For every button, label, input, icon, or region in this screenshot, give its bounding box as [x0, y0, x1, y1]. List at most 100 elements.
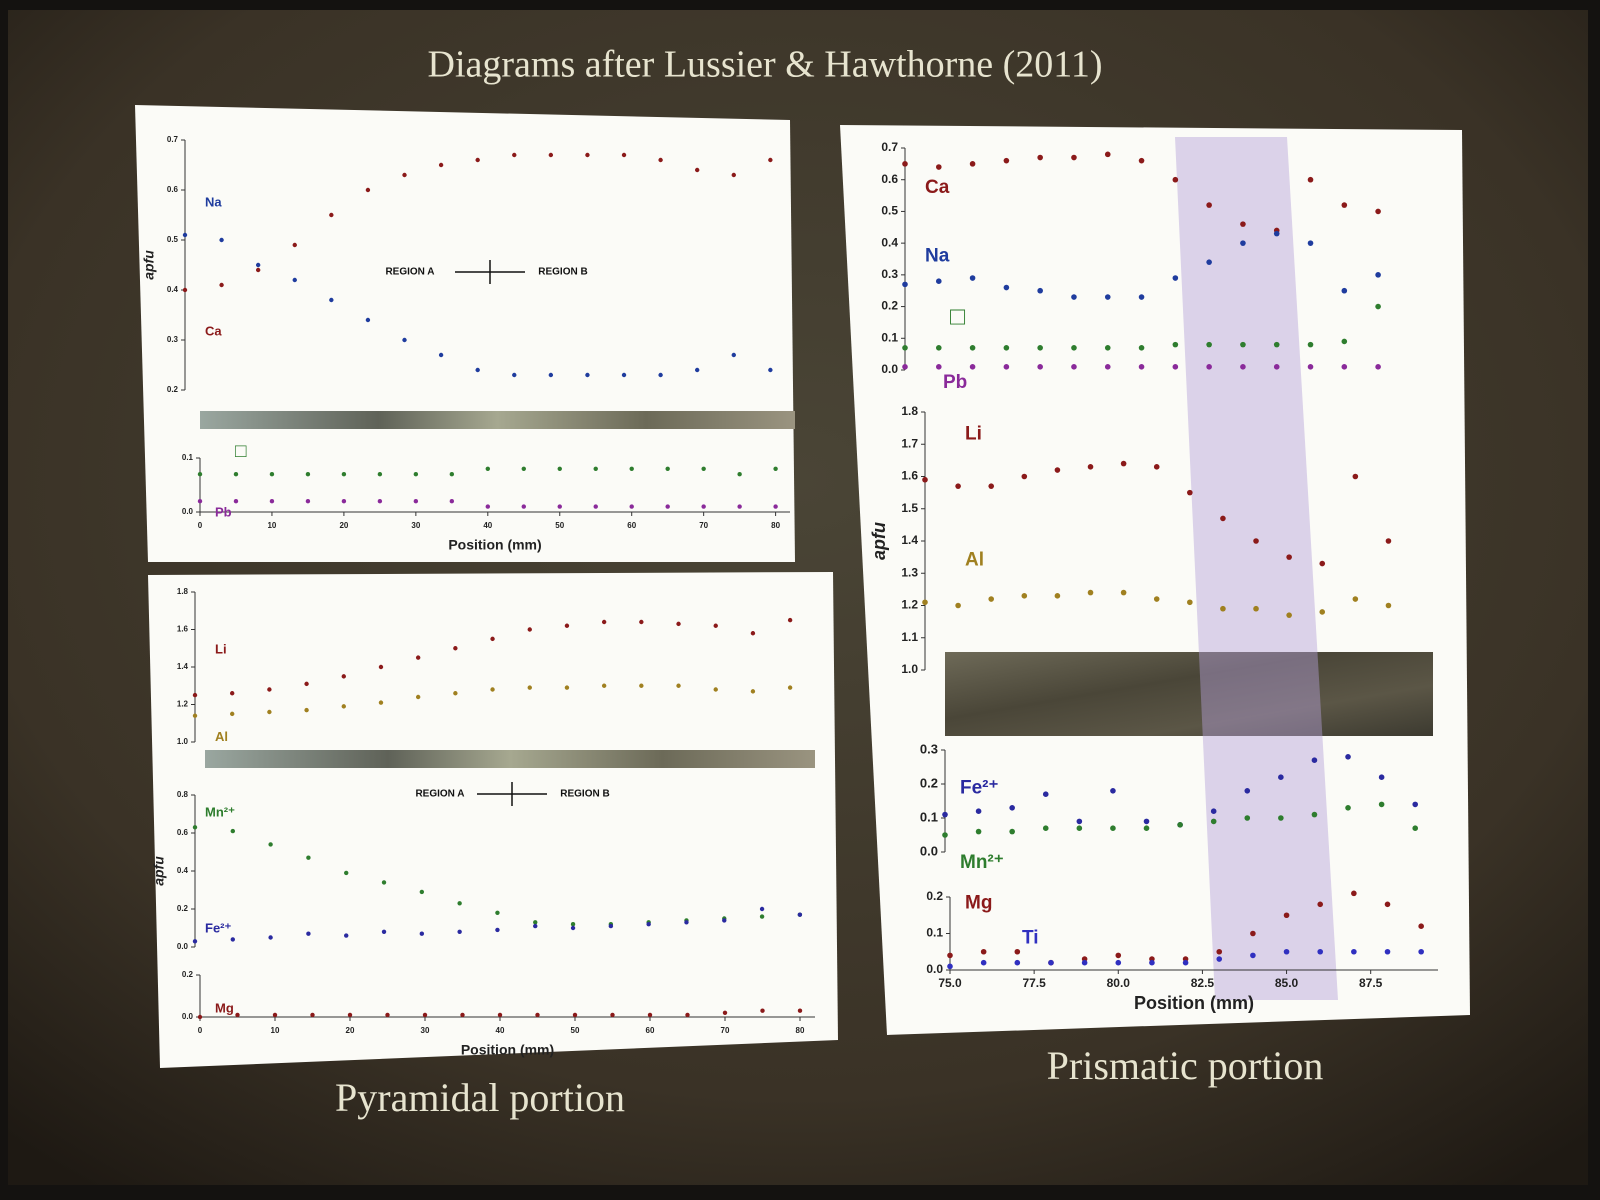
- data-point: [1037, 287, 1043, 294]
- charts: 0.2 0.3 0.4 0.5 0.6 0.7 apfu Na Ca REGION A REGION…: [141, 135, 1438, 1058]
- data-point: [1341, 287, 1348, 294]
- data-point: [1115, 952, 1122, 959]
- data-point: [1250, 930, 1256, 937]
- data-point: [449, 499, 455, 504]
- data-point: [378, 700, 384, 705]
- data-point: [969, 364, 976, 370]
- data-point: [658, 372, 663, 378]
- data-point: [1138, 294, 1145, 300]
- y-tick-label: 0.5: [881, 204, 898, 218]
- data-point: [902, 281, 908, 288]
- y-tick-label: 0.7: [881, 140, 898, 154]
- data-point: [1206, 341, 1212, 348]
- data-point: [1352, 596, 1359, 602]
- data-point: [1244, 788, 1251, 794]
- data-point: [713, 623, 718, 628]
- y-tick-label: 0.6: [177, 828, 189, 837]
- data-point: [512, 372, 517, 378]
- series-label: Mg: [215, 1000, 234, 1015]
- data-point: [422, 1012, 428, 1018]
- data-point: [701, 504, 706, 509]
- data-point: [1385, 538, 1392, 544]
- data-point: [485, 466, 491, 471]
- crystal-photo: [200, 411, 795, 429]
- data-point: [306, 931, 311, 936]
- y-tick-label: 0.8: [177, 790, 189, 799]
- data-point: [197, 499, 203, 504]
- data-point: [797, 1008, 803, 1013]
- data-point: [1240, 240, 1246, 246]
- data-point: [701, 466, 706, 471]
- y-tick-label: 0.3: [881, 267, 898, 281]
- series-label: □: [235, 441, 247, 462]
- data-point: [1104, 294, 1111, 300]
- y-tick-label: 0.0: [920, 843, 938, 858]
- data-point: [1273, 230, 1280, 237]
- data-point: [1009, 805, 1015, 811]
- x-tick-label: 80: [771, 521, 780, 530]
- x-tick-label: 60: [646, 1026, 655, 1035]
- data-point: [557, 504, 562, 509]
- data-point: [1149, 959, 1155, 966]
- x-tick-label: 80.0: [1107, 976, 1131, 990]
- data-point: [438, 352, 444, 358]
- data-point: [750, 631, 756, 636]
- data-point: [1341, 338, 1348, 345]
- data-point: [639, 683, 644, 688]
- data-point: [548, 152, 554, 158]
- data-point: [1244, 815, 1251, 821]
- data-point: [1351, 890, 1357, 897]
- x-tick-label: 40: [483, 521, 492, 530]
- data-point: [676, 621, 681, 627]
- y-tick-label: 0.2: [881, 299, 898, 313]
- data-point: [1418, 923, 1424, 929]
- data-point: [495, 910, 500, 915]
- data-point: [1048, 959, 1054, 966]
- y-tick-label: 1.6: [901, 469, 918, 483]
- data-point: [1216, 948, 1223, 955]
- data-point: [1311, 811, 1318, 818]
- data-point: [1003, 345, 1010, 351]
- data-point: [1042, 791, 1049, 797]
- data-point: [329, 297, 334, 303]
- data-point: [1187, 489, 1193, 496]
- data-point: [1110, 788, 1116, 794]
- data-point: [255, 267, 261, 273]
- data-point: [1143, 825, 1150, 831]
- series-label: Li: [965, 424, 982, 445]
- data-point: [402, 337, 407, 343]
- data-point: [497, 1012, 503, 1018]
- data-point: [377, 472, 383, 477]
- data-point: [1273, 341, 1280, 348]
- y-tick-label: 0.1: [182, 453, 194, 462]
- series-label: Fe²⁺: [205, 921, 232, 936]
- data-point: [233, 499, 239, 504]
- y-tick-label: 0.0: [177, 942, 189, 951]
- annotation: REGION B: [560, 789, 609, 800]
- y-tick-label: 1.4: [177, 662, 189, 671]
- data-point: [344, 870, 349, 876]
- y-axis-label: apfu: [141, 250, 157, 280]
- y-tick-label: 0.6: [881, 172, 898, 186]
- data-point: [935, 278, 942, 285]
- data-point: [713, 687, 718, 692]
- data-point: [902, 364, 908, 370]
- data-point: [1341, 202, 1348, 208]
- data-point: [585, 152, 590, 158]
- data-point: [658, 157, 663, 163]
- data-point: [521, 504, 526, 509]
- data-point: [1240, 221, 1246, 227]
- data-point: [1143, 818, 1150, 825]
- data-point: [1172, 176, 1179, 183]
- data-point: [1317, 948, 1324, 955]
- data-point: [233, 472, 239, 477]
- data-point: [1076, 818, 1083, 825]
- data-point: [1216, 956, 1223, 962]
- annotation: REGION B: [538, 267, 587, 278]
- data-point: [1375, 303, 1381, 310]
- crystal-photo: [205, 750, 815, 768]
- panel: [148, 572, 838, 1068]
- y-tick-label: 1.2: [901, 598, 918, 612]
- data-point: [922, 599, 928, 606]
